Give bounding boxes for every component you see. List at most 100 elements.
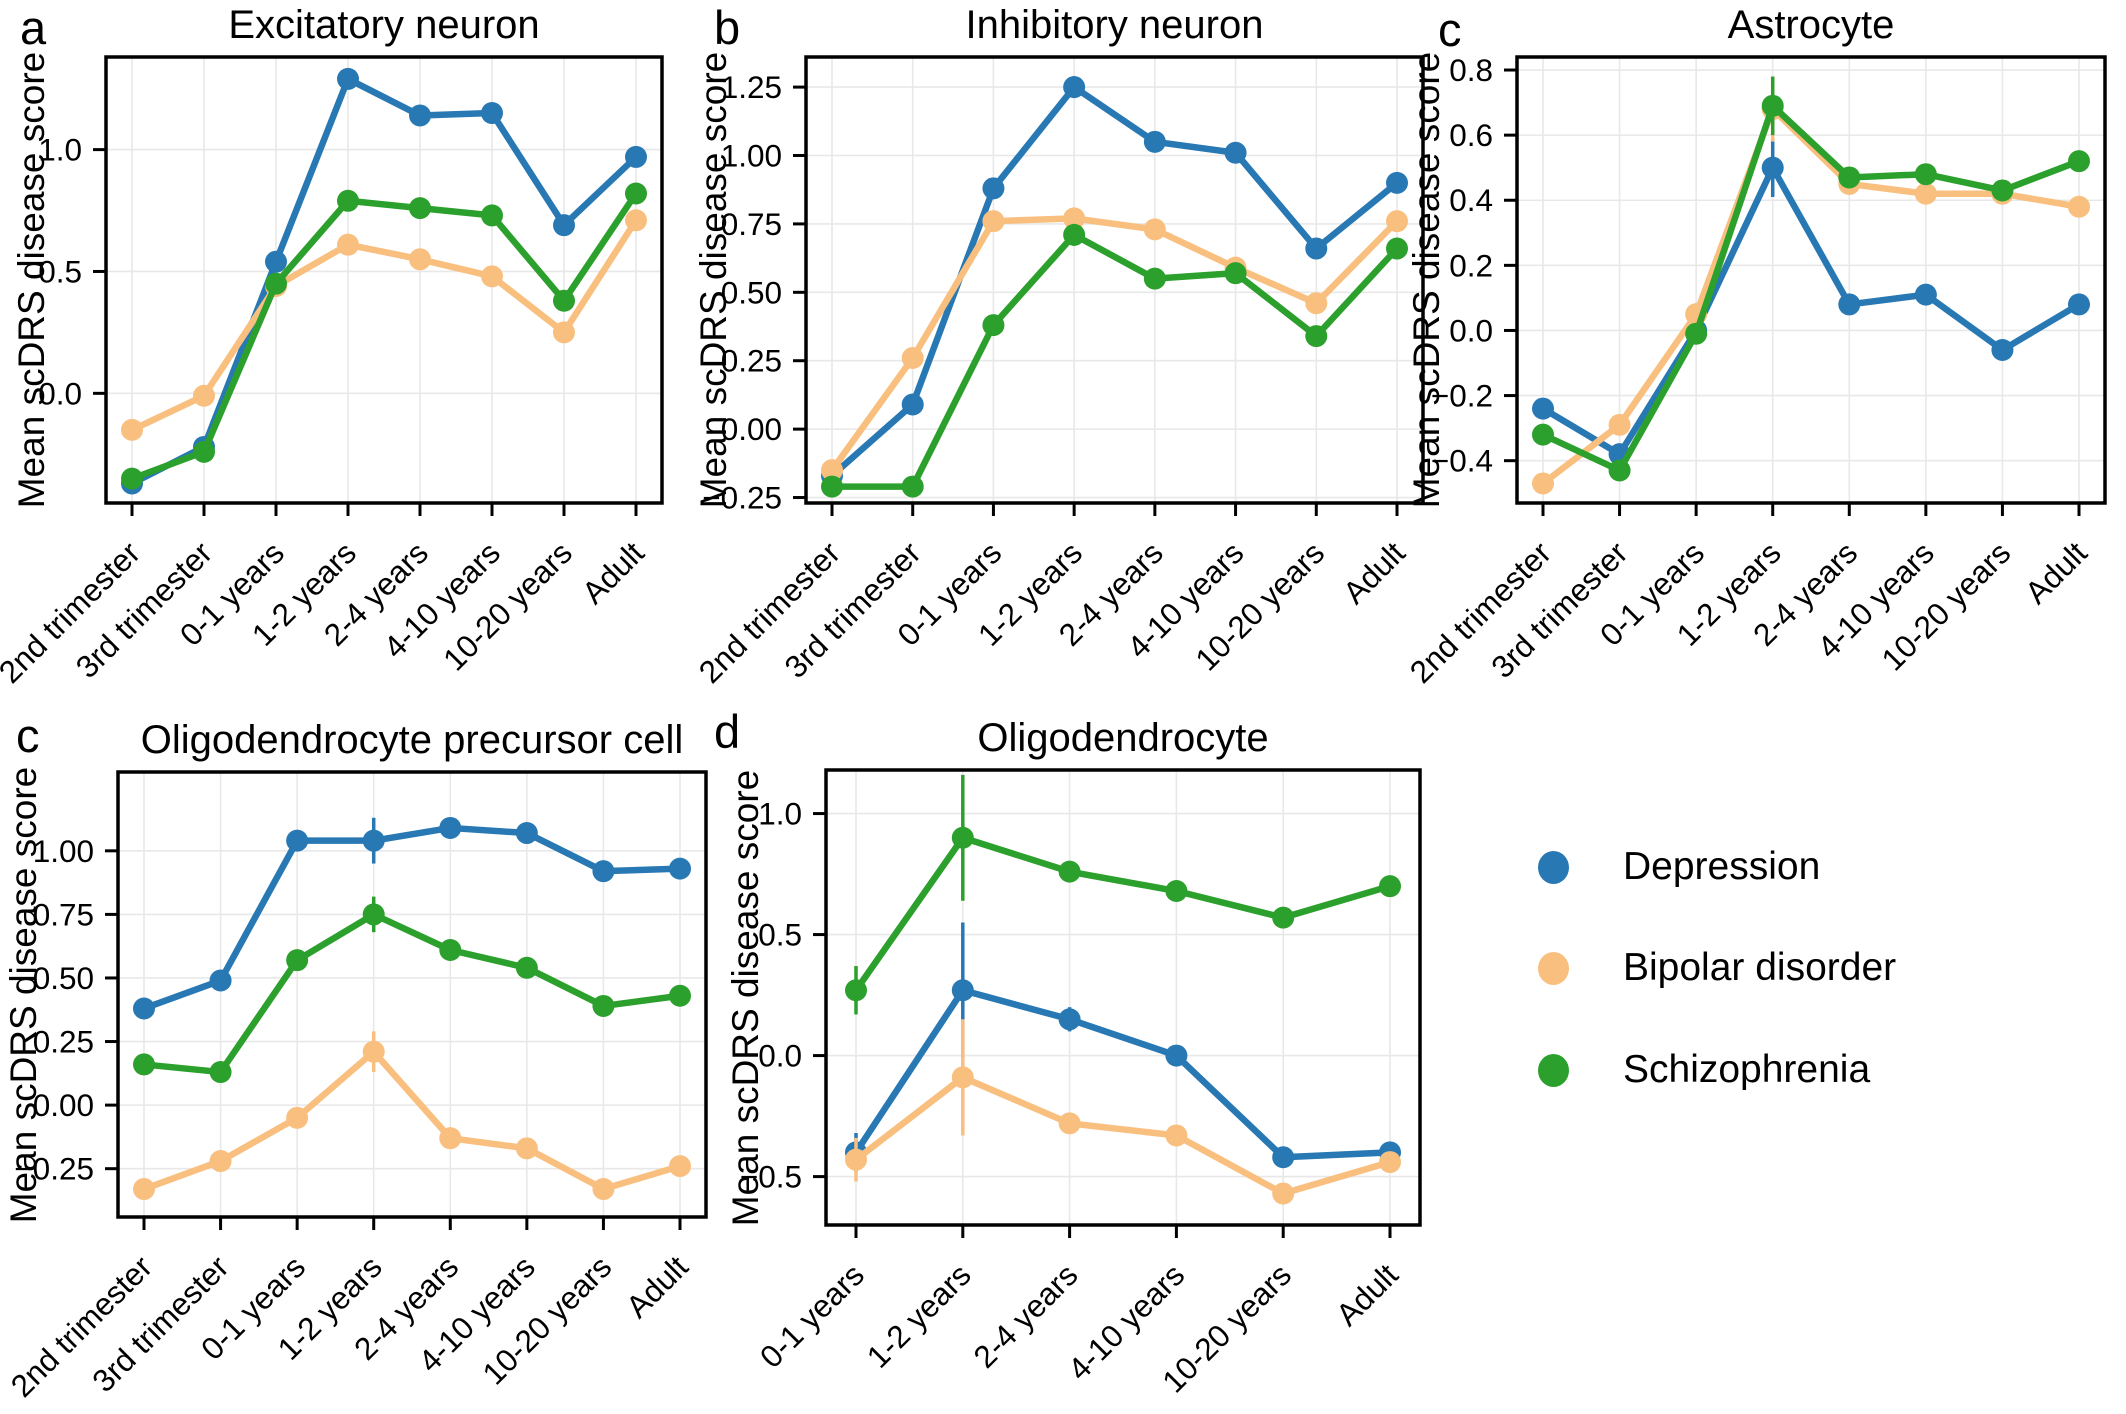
data-point-marker — [1914, 163, 1937, 186]
data-point-marker — [1914, 182, 1937, 205]
series-schizophrenia — [1532, 76, 2090, 482]
data-point-marker — [1224, 262, 1247, 285]
data-point-marker — [1761, 94, 1784, 117]
data-point-marker — [439, 939, 462, 961]
data-point-marker — [1063, 223, 1086, 246]
legend-label: Bipolar disorder — [1623, 946, 1897, 989]
y-tick-label: −0.5 — [740, 1159, 802, 1195]
data-point-marker — [1305, 292, 1328, 315]
data-point-marker — [515, 956, 538, 979]
data-point-marker — [1386, 237, 1408, 260]
data-point-marker — [337, 67, 359, 90]
data-point-marker — [133, 1178, 155, 1201]
data-point-marker — [193, 384, 215, 407]
data-point-marker — [901, 475, 924, 498]
bipolar-disorder-marker-icon — [1538, 951, 1569, 985]
series-line — [140, 911, 684, 1076]
panel-letter-a: a — [20, 1, 47, 54]
data-point-marker — [409, 248, 431, 271]
data-point-marker — [982, 314, 1005, 337]
data-point-marker — [209, 969, 232, 992]
axis-ticks — [813, 812, 1392, 1238]
data-point-marker — [409, 197, 431, 220]
y-tick-label: −0.25 — [702, 480, 782, 516]
series-schizophrenia — [821, 223, 1408, 498]
data-point-marker — [286, 949, 309, 972]
data-point-marker — [1063, 76, 1086, 99]
series-line — [1539, 105, 2083, 487]
series-schizophrenia — [845, 774, 1401, 1015]
data-point-marker — [439, 816, 462, 839]
data-point-marker — [845, 979, 867, 1002]
legend-item-schizophrenia: Schizophrenia — [1538, 1048, 1870, 1092]
y-tick-label: 0.50 — [721, 274, 782, 310]
data-point-marker — [286, 1106, 309, 1129]
data-point-marker — [409, 104, 431, 127]
panel-letter-c2: c — [16, 709, 40, 762]
panel-letter-d: d — [714, 705, 741, 758]
series-line — [140, 824, 684, 1012]
data-point-marker — [553, 289, 575, 312]
y-tick-label: 0.75 — [721, 206, 782, 242]
panel-title-inhibitory-neuron: Inhibitory neuron — [965, 3, 1264, 47]
series-schizophrenia — [133, 896, 691, 1084]
series-bipolar_disorder — [845, 1019, 1401, 1205]
data-point-marker — [553, 321, 575, 344]
legend-item-depression: Depression — [1538, 845, 1820, 889]
axis-ticks — [93, 148, 638, 516]
data-point-marker — [481, 265, 503, 288]
series-line — [128, 190, 640, 482]
data-point-marker — [1386, 171, 1408, 194]
data-point-marker — [625, 182, 647, 205]
data-point-marker — [209, 1061, 232, 1084]
series-line — [140, 1048, 684, 1193]
data-point-marker — [553, 214, 575, 237]
data-point-marker — [286, 829, 309, 852]
depression-marker-icon — [1538, 850, 1569, 884]
panel-letter-c: c — [1438, 3, 1462, 56]
y-tick-label: 0.75 — [33, 896, 94, 932]
data-point-marker — [1143, 218, 1166, 241]
data-point-marker — [1063, 207, 1086, 230]
data-point-marker — [669, 1155, 691, 1178]
data-point-marker — [1143, 267, 1166, 290]
y-tick-label: 0.2 — [1449, 247, 1493, 283]
x-tick-label: 0-1 years — [753, 1256, 871, 1374]
y-tick-label: 0.5 — [38, 253, 82, 289]
y-tick-label: 0.8 — [1449, 52, 1493, 88]
data-point-marker — [2068, 150, 2090, 173]
data-point-marker — [515, 1137, 538, 1160]
data-point-marker — [982, 177, 1005, 200]
y-tick-label: 1.00 — [33, 833, 94, 869]
legend-item-bipolar-disorder: Bipolar disorder — [1538, 946, 1896, 990]
data-point-marker — [1914, 283, 1937, 306]
data-point-marker — [1532, 397, 1554, 420]
data-point-marker — [1058, 1008, 1081, 1031]
series-bipolar_disorder — [133, 1031, 691, 1201]
data-point-marker — [362, 1040, 385, 1063]
data-point-marker — [439, 1127, 462, 1150]
data-point-marker — [625, 145, 647, 168]
data-point-marker — [845, 1148, 867, 1171]
data-point-marker — [515, 822, 538, 845]
data-point-marker — [1165, 1124, 1188, 1147]
data-point-marker — [337, 233, 359, 256]
data-point-marker — [362, 829, 385, 852]
data-point-marker — [1272, 1146, 1295, 1169]
data-point-marker — [2068, 293, 2090, 316]
y-tick-label: 0.00 — [33, 1087, 94, 1123]
series-bipolar_disorder — [821, 207, 1408, 482]
series-line — [128, 75, 640, 487]
axes-frame — [116, 770, 708, 1219]
data-point-marker — [592, 1178, 615, 1201]
data-point-marker — [1058, 860, 1081, 883]
data-point-marker — [592, 860, 615, 883]
data-point-marker — [265, 250, 287, 273]
data-point-marker — [951, 979, 974, 1002]
y-tick-label: −0.25 — [14, 1151, 94, 1187]
series-line — [852, 1074, 1394, 1197]
axes-frame — [1515, 55, 2107, 505]
